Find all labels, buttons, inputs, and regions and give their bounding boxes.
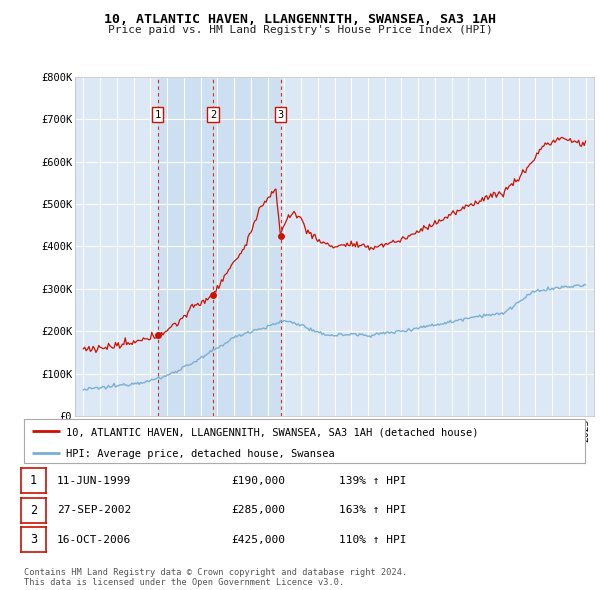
Text: 10, ATLANTIC HAVEN, LLANGENNITH, SWANSEA, SA3 1AH (detached house): 10, ATLANTIC HAVEN, LLANGENNITH, SWANSEA… [66, 427, 479, 437]
Text: Contains HM Land Registry data © Crown copyright and database right 2024.
This d: Contains HM Land Registry data © Crown c… [24, 568, 407, 587]
Text: 1: 1 [30, 474, 37, 487]
Text: £285,000: £285,000 [231, 506, 285, 515]
Text: 27-SEP-2002: 27-SEP-2002 [57, 506, 131, 515]
Text: £425,000: £425,000 [231, 535, 285, 545]
Bar [158, 77, 281, 416]
Text: HPI: Average price, detached house, Swansea: HPI: Average price, detached house, Swan… [66, 449, 335, 459]
Text: 163% ↑ HPI: 163% ↑ HPI [339, 506, 407, 515]
Text: 3: 3 [278, 110, 284, 120]
Text: 110% ↑ HPI: 110% ↑ HPI [339, 535, 407, 545]
Text: 11-JUN-1999: 11-JUN-1999 [57, 476, 131, 486]
Text: 2: 2 [210, 110, 216, 120]
Text: 10, ATLANTIC HAVEN, LLANGENNITH, SWANSEA, SA3 1AH: 10, ATLANTIC HAVEN, LLANGENNITH, SWANSEA… [104, 13, 496, 26]
Text: 3: 3 [30, 533, 37, 546]
Text: £190,000: £190,000 [231, 476, 285, 486]
Text: Price paid vs. HM Land Registry's House Price Index (HPI): Price paid vs. HM Land Registry's House … [107, 25, 493, 35]
Text: 1: 1 [155, 110, 161, 120]
Text: 2: 2 [30, 504, 37, 517]
Text: 139% ↑ HPI: 139% ↑ HPI [339, 476, 407, 486]
Text: 16-OCT-2006: 16-OCT-2006 [57, 535, 131, 545]
